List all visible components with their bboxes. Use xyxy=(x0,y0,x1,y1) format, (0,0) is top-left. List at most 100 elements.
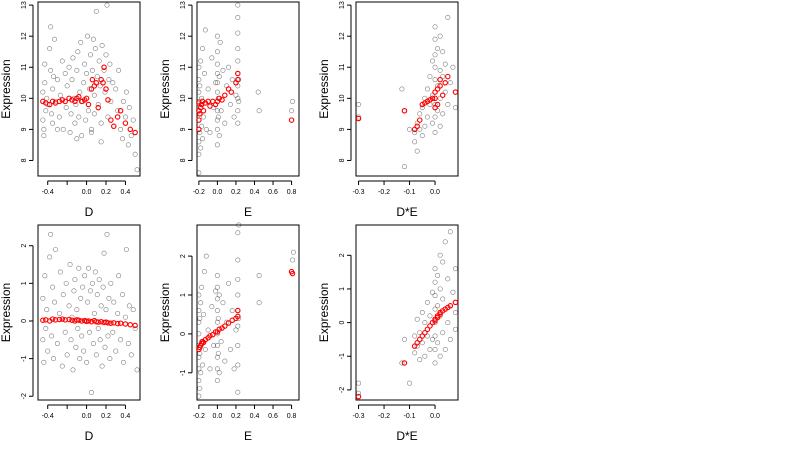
y-tick-label: 11 xyxy=(180,64,187,71)
fitted-point xyxy=(437,76,443,83)
y-tick-label: 8 xyxy=(180,158,187,162)
observed-point xyxy=(113,348,119,354)
fitted-point xyxy=(40,317,46,323)
fitted-point xyxy=(132,322,138,329)
x-tick-label: 0.2 xyxy=(231,189,241,196)
observed-point xyxy=(49,111,55,117)
observed-point xyxy=(196,89,202,95)
observed-point xyxy=(437,33,443,39)
observed-point xyxy=(128,133,134,139)
fitted-point xyxy=(85,101,92,108)
fitted-point xyxy=(445,73,451,80)
observed-point xyxy=(207,130,213,136)
observed-point xyxy=(196,378,202,384)
observed-point xyxy=(57,92,63,98)
observed-point xyxy=(47,254,53,260)
observed-point xyxy=(84,70,90,76)
fitted-point xyxy=(437,83,443,89)
observed-point xyxy=(290,257,296,263)
x-tick-label: -0.2 xyxy=(378,189,390,196)
observed-point xyxy=(401,164,407,170)
fitted-point xyxy=(200,108,207,114)
observed-point xyxy=(201,269,207,275)
observed-point xyxy=(103,52,109,58)
observed-point xyxy=(134,367,140,373)
panel-2: -0.2 0.0 0.2 0.4 0.6 0.8 8 9 10 11 12 13 E Expression xyxy=(158,1,300,219)
fitted-point xyxy=(197,111,203,117)
observed-point xyxy=(432,347,438,353)
observed-point xyxy=(440,111,446,117)
observed-point xyxy=(70,55,76,61)
observed-point xyxy=(356,102,362,108)
observed-point xyxy=(90,341,96,347)
fitted-point xyxy=(442,80,448,86)
observed-point xyxy=(116,67,122,73)
fitted-point xyxy=(196,117,202,123)
x-tick-label: 0.0 xyxy=(213,413,223,420)
panel-5: -0.2 0.0 0.2 0.4 0.6 0.8 -1 0 1 2 E Expression xyxy=(158,222,300,443)
observed-point xyxy=(51,74,57,80)
observed-point xyxy=(67,130,73,136)
fitted-point xyxy=(105,320,111,326)
fitted-point xyxy=(122,321,129,327)
observed-point xyxy=(226,64,232,70)
x-tick-label: 0.4 xyxy=(250,189,260,196)
observed-point xyxy=(214,61,220,67)
observed-point xyxy=(198,300,204,306)
observed-point xyxy=(429,289,435,295)
observed-point xyxy=(205,327,211,333)
observed-point xyxy=(63,105,69,111)
fitted-point xyxy=(414,123,420,130)
observed-point xyxy=(215,350,221,356)
observed-point xyxy=(91,111,97,117)
observed-point xyxy=(211,343,217,349)
fitted-point xyxy=(235,76,241,83)
observed-point xyxy=(56,310,62,316)
observed-point xyxy=(440,259,446,265)
observed-point xyxy=(59,363,65,369)
observed-point xyxy=(199,95,205,101)
observed-point xyxy=(200,114,206,120)
fitted-point xyxy=(117,108,124,114)
observed-point xyxy=(424,333,430,339)
fitted-point xyxy=(114,114,121,120)
observed-point xyxy=(126,105,132,111)
observed-point xyxy=(111,299,117,305)
x-axis-title: E xyxy=(244,205,252,219)
observed-point xyxy=(217,39,223,45)
observed-point xyxy=(437,252,443,258)
observed-point xyxy=(427,74,433,80)
fitted-point xyxy=(235,70,241,77)
y-tick-label: -2 xyxy=(21,393,28,399)
observed-point xyxy=(432,320,438,326)
observed-point xyxy=(64,352,70,358)
observed-point xyxy=(200,362,206,368)
observed-point xyxy=(113,86,119,92)
observed-point xyxy=(52,246,58,252)
fitted-point xyxy=(437,311,443,317)
observed-point xyxy=(432,279,438,285)
observed-point xyxy=(76,265,82,271)
observed-point xyxy=(93,8,99,14)
observed-point xyxy=(445,102,451,108)
observed-point xyxy=(42,61,48,67)
observed-point xyxy=(54,126,60,132)
observed-point xyxy=(64,83,70,89)
observed-point xyxy=(106,295,112,301)
fitted-point xyxy=(76,94,82,100)
x-tick-label: 0.4 xyxy=(121,413,131,420)
observed-point xyxy=(422,353,428,359)
observed-point xyxy=(432,24,438,30)
observed-point xyxy=(216,292,222,298)
fitted-point xyxy=(216,326,223,332)
observed-point xyxy=(429,336,435,342)
observed-point xyxy=(67,262,73,268)
observed-point xyxy=(94,74,100,80)
observed-point xyxy=(69,77,75,83)
observed-point xyxy=(90,36,96,42)
x-axis-title: E xyxy=(244,429,252,443)
observed-point xyxy=(72,277,78,283)
observed-point xyxy=(88,389,94,395)
observed-point xyxy=(50,284,56,290)
observed-point xyxy=(256,300,262,306)
